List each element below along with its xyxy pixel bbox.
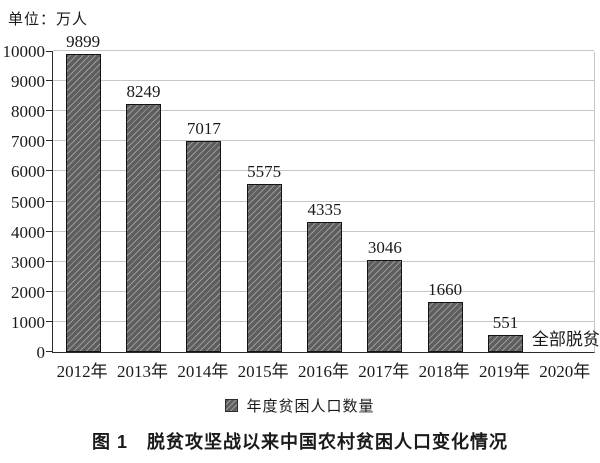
y-axis-labels: 0 1000 2000 3000 4000 5000 6000 7000 8000 9000 100… [0, 43, 46, 362]
bar [488, 335, 523, 352]
hatched-bar-swatch-icon [225, 399, 239, 412]
bar-value-label: 5575 [247, 162, 282, 182]
y-axis-tick [46, 200, 53, 202]
bar [65, 54, 101, 352]
x-axis-labels: 2012年 2013年 2014年 2015年 2016年 2017年 2018年 2019年… [52, 357, 595, 382]
bar-value-label: 551 [492, 313, 519, 333]
x-axis-tick-label: 2017年 [358, 362, 410, 381]
x-axis-tick-label: 2016年 [297, 362, 349, 381]
y-axis-tick [46, 351, 53, 352]
bar-value-label: 8249 [126, 81, 161, 101]
x-axis-tick-label: 2018年 [418, 362, 470, 381]
y-axis-tick-label: 8000 [11, 102, 45, 122]
y-axis-tick-label: 7000 [11, 132, 45, 152]
x-axis-tick-label: 2013年 [116, 362, 168, 381]
x-axis-tick-label: 2014年 [177, 362, 229, 381]
gridline [53, 200, 594, 202]
bar-value-label: 4335 [307, 199, 342, 219]
legend-label: 年度贫困人口数量 [246, 399, 375, 415]
bar [186, 140, 222, 352]
y-axis-tick-label: 10000 [2, 42, 46, 61]
gridline [53, 110, 594, 112]
y-axis-tick [46, 320, 53, 322]
gridline [53, 170, 594, 172]
chart-legend: 年度贫困人口数量 [0, 395, 600, 416]
axis-unit-label: 单位：万人 [8, 12, 89, 28]
figure-caption: 图 1 脱贫攻坚战以来中国农村贫困人口变化情况 [91, 432, 508, 452]
y-axis-tick [46, 230, 53, 232]
y-axis-tick-label: 5000 [11, 192, 45, 212]
bar [367, 260, 403, 352]
y-axis-tick-label: 1000 [11, 312, 45, 332]
bar-value-label: 7017 [186, 118, 221, 138]
y-axis-tick-label: 0 [36, 343, 46, 362]
bar [246, 184, 282, 352]
bar [427, 302, 463, 352]
bar [307, 221, 342, 352]
y-axis-tick [46, 260, 53, 262]
x-axis-tick-label: 2015年 [237, 362, 289, 381]
annotation-all-lifted-out-of-poverty: 全部脱贫 [531, 330, 600, 349]
gridline [53, 80, 594, 82]
y-axis-tick [46, 170, 53, 172]
bar-value-label: 9899 [66, 32, 101, 52]
y-axis-tick-label: 2000 [11, 282, 45, 302]
y-axis-tick-label: 4000 [11, 222, 45, 242]
y-axis-tick [46, 51, 53, 52]
bar-value-label: 3046 [367, 238, 402, 258]
bar [126, 103, 161, 352]
y-axis-tick-label: 3000 [11, 252, 45, 272]
plot-area: 9899 8249 7017 5575 4335 3046 1660 551 全部脱贫 [46, 33, 600, 353]
bar-value-label: 1660 [428, 280, 463, 300]
y-axis-tick [46, 290, 53, 292]
x-axis-tick-label: 2019年 [478, 362, 530, 381]
y-axis-tick [46, 140, 53, 142]
x-axis-tick-label: 2012年 [56, 362, 108, 381]
y-axis-tick [46, 80, 53, 82]
gridline [53, 140, 594, 142]
gridline [53, 50, 594, 51]
y-axis-tick [46, 110, 53, 112]
x-axis-tick-label: 2020年 [539, 362, 591, 381]
y-axis-tick-label: 9000 [11, 72, 45, 92]
y-axis-tick-label: 6000 [11, 162, 45, 182]
